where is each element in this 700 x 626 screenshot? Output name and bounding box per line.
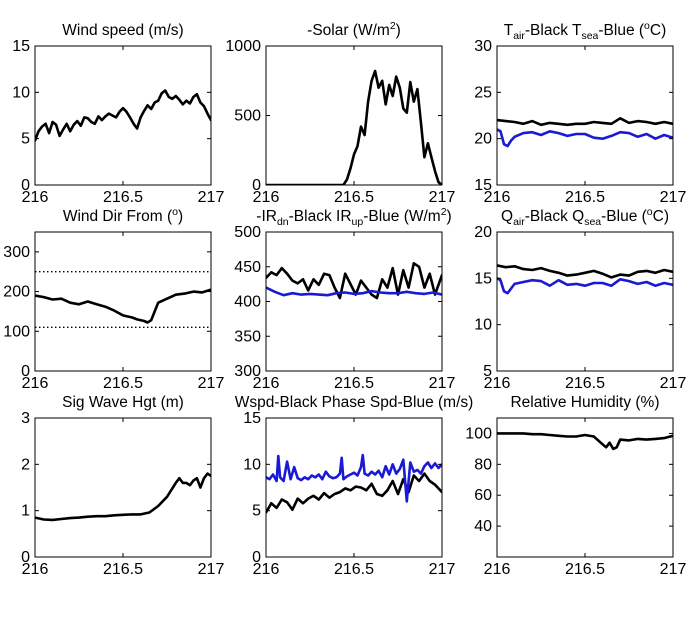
y-tick-label: 60 — [474, 487, 492, 504]
chart-title: Sig Wave Hgt (m) — [62, 394, 184, 411]
x-tick-label: 216.5 — [103, 189, 143, 206]
x-tick-label: 216.5 — [334, 375, 374, 392]
chart-panel-4: 216 216.5 217 0 100 200 300 Wind Dir From (o) — [3, 206, 224, 392]
y-tick-label: 15 — [474, 270, 492, 287]
chart-title: -IRdn-Black IRup-Blue (W/m2) — [256, 206, 451, 228]
y-tick-label: 0 — [21, 549, 30, 566]
series-line-black — [35, 89, 211, 142]
x-tick-label: 217 — [660, 189, 687, 206]
y-tick-label: 5 — [483, 363, 492, 380]
chart-title: -Solar (W/m2) — [307, 20, 401, 39]
x-tick-label: 216 — [253, 189, 280, 206]
x-tick-label: 216.5 — [103, 561, 143, 578]
y-tick-label: 10 — [474, 317, 492, 334]
chart-panel-9: 216 216.5 217 40 60 80 100 Relative Humidity (%… — [465, 394, 686, 578]
chart-panel-3: 216 216.5 217 15 20 25 30 Tair-Black Tsea-Blue … — [474, 20, 686, 206]
y-tick-label: 100 — [3, 323, 30, 340]
x-tick-label: 217 — [429, 189, 456, 206]
y-tick-label: 0 — [252, 549, 261, 566]
x-tick-label: 217 — [198, 375, 225, 392]
chart-title: Wspd-Black Phase Spd-Blue (m/s) — [235, 394, 474, 411]
x-tick-label: 216 — [253, 561, 280, 578]
series-line-blue — [266, 286, 442, 297]
series-line-black — [497, 264, 673, 279]
series-line-black — [266, 69, 442, 185]
y-tick-label: 40 — [474, 518, 492, 535]
x-tick-label: 216.5 — [565, 375, 605, 392]
x-tick-label: 216 — [484, 189, 511, 206]
x-tick-label: 216.5 — [334, 189, 374, 206]
chart-panel-5: 216 216.5 217 300 350 400 450 500-IRdn-Black IR… — [234, 206, 455, 392]
x-tick-label: 216 — [22, 561, 49, 578]
y-tick-label: 300 — [234, 363, 261, 380]
x-tick-label: 216 — [22, 375, 49, 392]
series-line-black — [266, 472, 442, 514]
y-tick-label: 400 — [234, 294, 261, 311]
y-tick-label: 100 — [465, 425, 492, 442]
y-tick-label: 20 — [474, 224, 492, 241]
x-tick-label: 217 — [429, 375, 456, 392]
chart-title: Wind speed (m/s) — [62, 22, 183, 39]
x-tick-label: 216 — [484, 561, 511, 578]
y-tick-label: 500 — [234, 224, 261, 241]
series-line-blue — [266, 453, 442, 503]
y-tick-label: 20 — [474, 131, 492, 148]
chart-panel-7: 216 216.5 217 0 1 2 3 Sig Wave Hgt (m) — [21, 394, 224, 578]
series-line-blue — [497, 276, 673, 295]
y-tick-label: 2 — [21, 456, 30, 473]
y-tick-label: 5 — [252, 503, 261, 520]
x-tick-label: 216.5 — [565, 561, 605, 578]
y-tick-label: 0 — [252, 177, 261, 194]
y-tick-label: 1 — [21, 503, 30, 520]
x-tick-label: 216.5 — [565, 189, 605, 206]
y-tick-label: 0 — [21, 177, 30, 194]
y-tick-label: 25 — [474, 84, 492, 101]
chart-panel-2: 216 216.5 217 0 500 1000 -Solar (W/m2) — [225, 20, 455, 206]
y-tick-label: 80 — [474, 456, 492, 473]
y-tick-label: 0 — [21, 363, 30, 380]
series-line-black — [35, 288, 211, 324]
series-line-black — [497, 432, 673, 451]
chart-title: Wind Dir From (o) — [63, 206, 183, 225]
y-tick-label: 15 — [243, 410, 261, 427]
series-line-blue — [497, 128, 673, 148]
chart-title: Relative Humidity (%) — [510, 394, 659, 411]
x-tick-label: 217 — [660, 375, 687, 392]
y-tick-label: 30 — [474, 38, 492, 55]
y-tick-label: 350 — [234, 328, 261, 345]
y-tick-label: 1000 — [225, 38, 261, 55]
y-tick-label: 3 — [21, 410, 30, 427]
y-tick-label: 15 — [474, 177, 492, 194]
chart-title: Qair-Black Qsea-Blue (oC) — [501, 206, 669, 228]
x-tick-label: 217 — [660, 561, 687, 578]
y-tick-label: 10 — [243, 456, 261, 473]
y-tick-label: 450 — [234, 259, 261, 276]
chart-panel-1: 216 216.5 217 0 5 10 15 Wind speed (m/s) — [12, 22, 224, 206]
y-tick-label: 300 — [3, 244, 30, 261]
x-tick-label: 217 — [198, 561, 225, 578]
y-tick-label: 5 — [21, 131, 30, 148]
x-tick-label: 216 — [22, 189, 49, 206]
y-tick-label: 500 — [234, 108, 261, 125]
x-tick-label: 216.5 — [334, 561, 374, 578]
y-tick-label: 15 — [12, 38, 30, 55]
y-tick-label: 200 — [3, 284, 30, 301]
x-tick-label: 216 — [253, 375, 280, 392]
x-tick-label: 216.5 — [103, 375, 143, 392]
chart-panel-6: 216 216.5 217 5 10 15 20 Qair-Black Qsea-Blue (… — [474, 206, 686, 392]
series-line-black — [497, 117, 673, 127]
x-tick-label: 217 — [198, 189, 225, 206]
series-line-black — [35, 472, 211, 522]
x-tick-label: 216 — [484, 375, 511, 392]
y-tick-label: 10 — [12, 84, 30, 101]
chart-title: Tair-Black Tsea-Blue (oC) — [504, 20, 667, 42]
series-line-black — [266, 261, 442, 300]
x-tick-label: 217 — [429, 561, 456, 578]
